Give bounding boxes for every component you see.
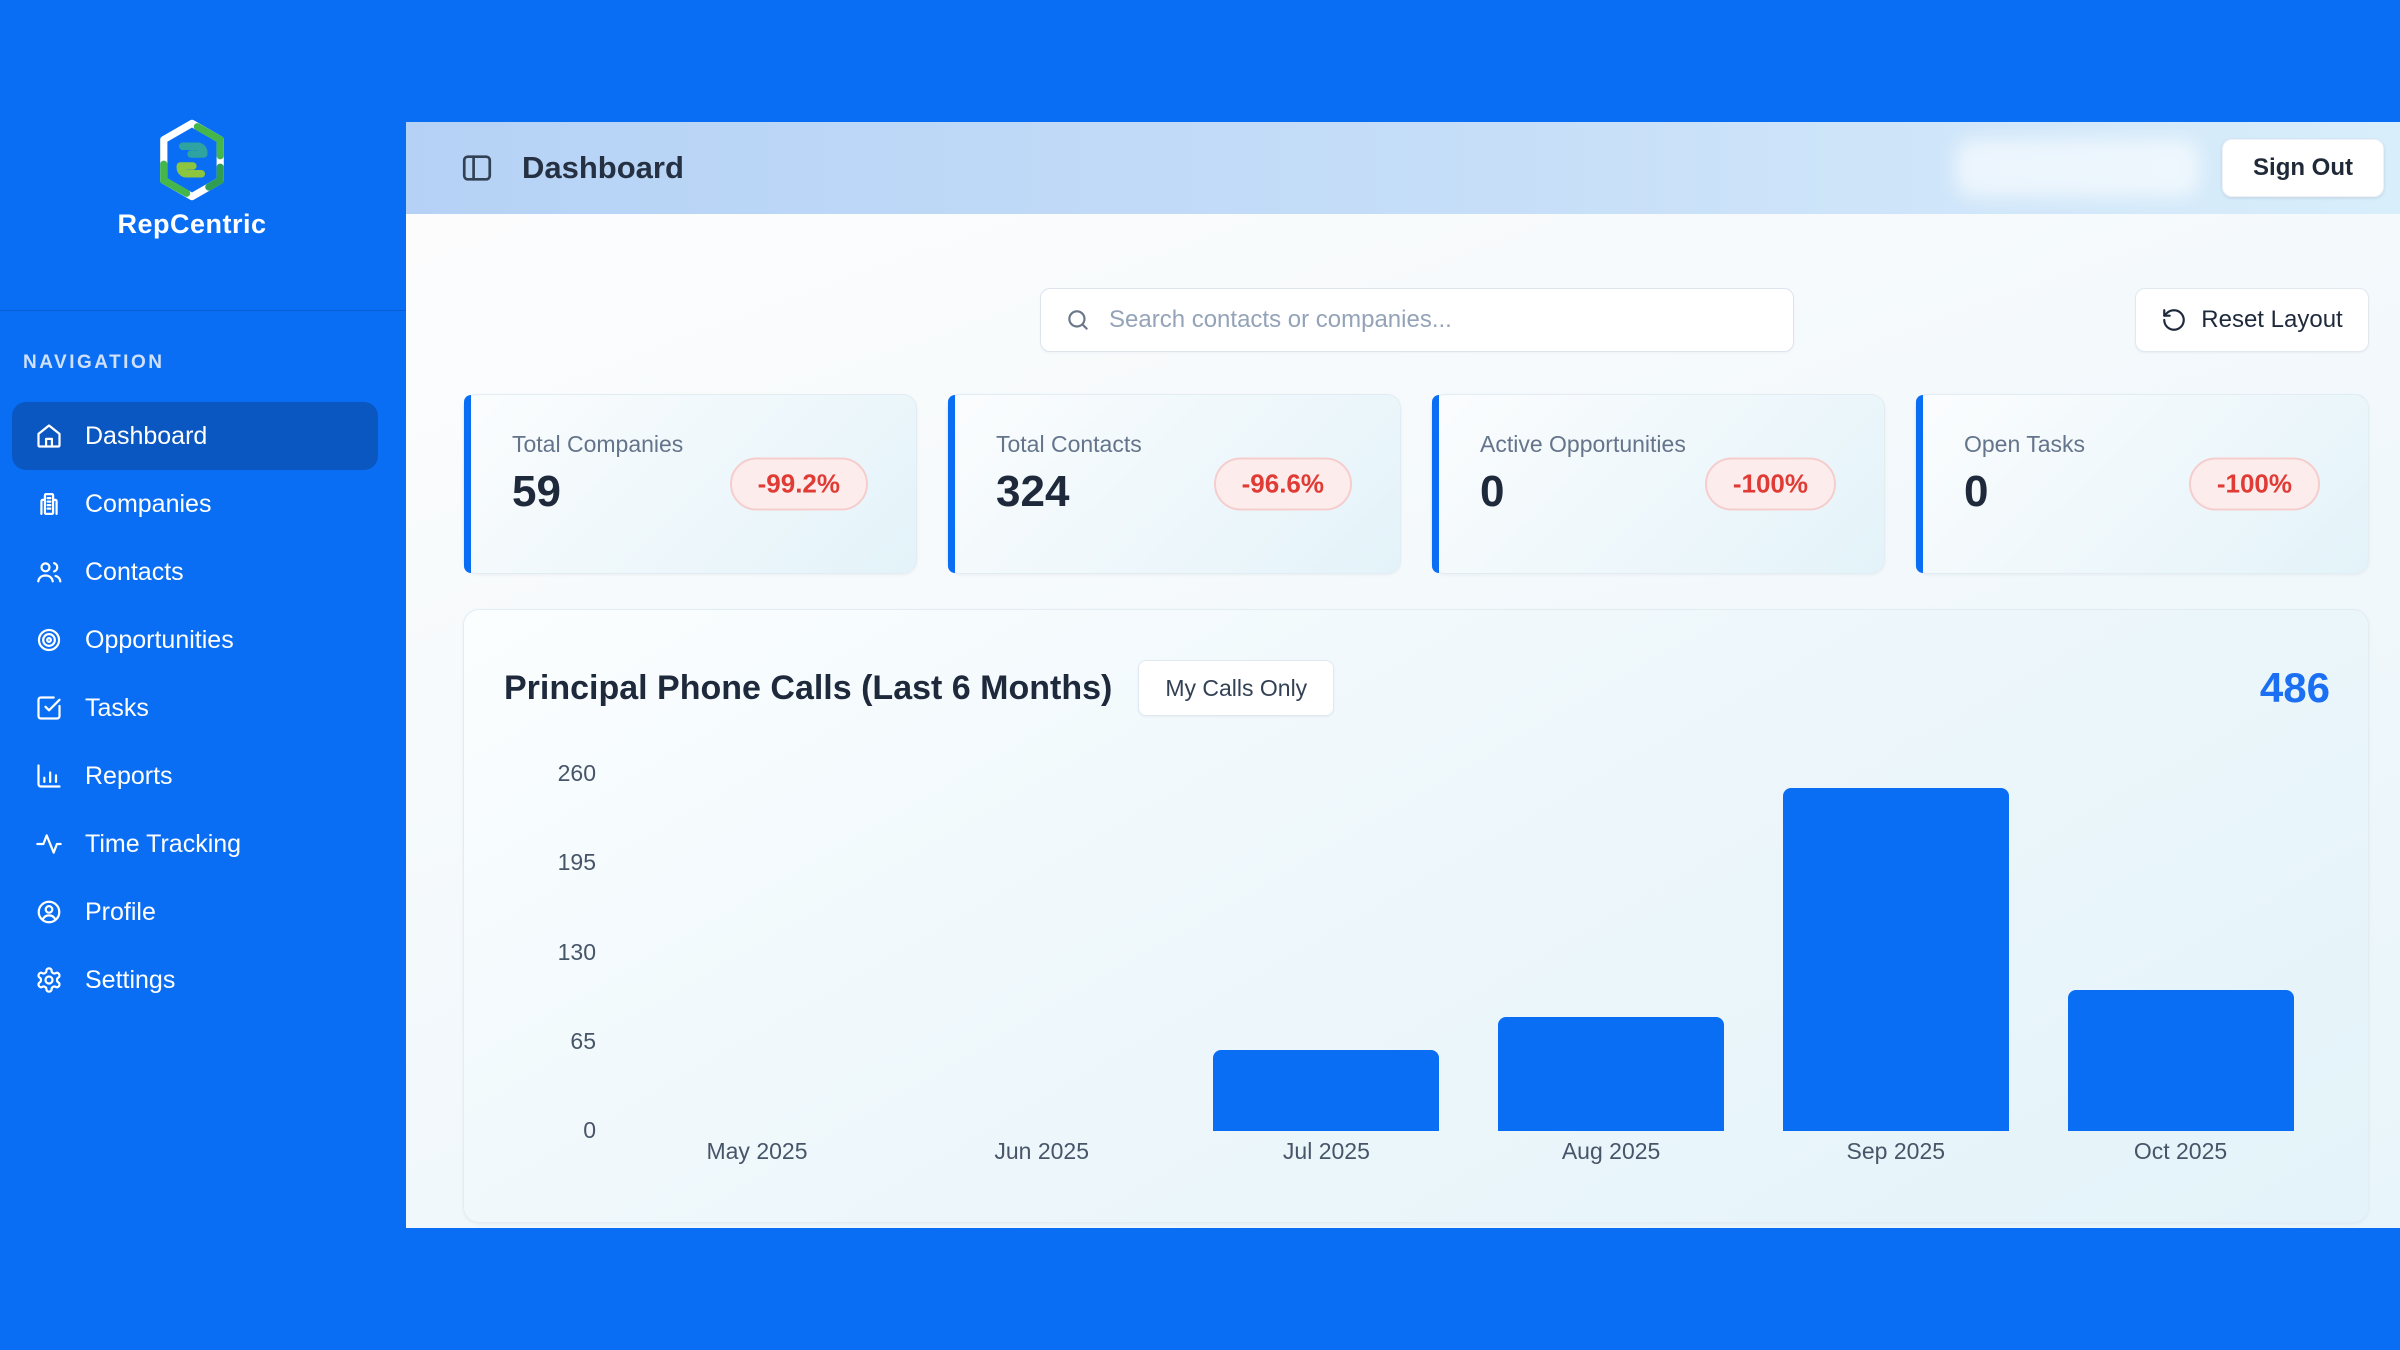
check-square-icon	[35, 694, 63, 722]
sidebar-divider	[0, 310, 406, 311]
stat-value: 59	[512, 467, 561, 516]
brand-logo: RepCentric	[0, 118, 384, 240]
panel-left-toggle-icon[interactable]	[460, 151, 494, 185]
rotate-ccw-icon	[2163, 309, 2186, 331]
reset-layout-label: Reset Layout	[2201, 306, 2343, 333]
stat-card-open-tasks: Open Tasks 0 -100%	[1915, 394, 2369, 574]
sidebar-item-profile[interactable]: Profile	[12, 878, 378, 946]
user-circle-icon	[35, 898, 63, 926]
sidebar-item-companies[interactable]: Companies	[12, 470, 378, 538]
stat-card-accent-bar	[1432, 395, 1439, 573]
activity-icon	[35, 830, 63, 858]
stat-card-active-opportunities: Active Opportunities 0 -100%	[1431, 394, 1885, 574]
sidebar-item-dashboard[interactable]: Dashboard	[12, 402, 378, 470]
my-calls-only-button[interactable]: My Calls Only	[1138, 660, 1335, 716]
brand-name: RepCentric	[117, 209, 267, 239]
bar-chart: 0 65 130 195 260 May 2025 Jun 2025 Jul 2025 Aug …	[464, 610, 2370, 1224]
sidebar-item-reports[interactable]: Reports	[12, 742, 378, 810]
sidebar-item-opportunities[interactable]: Opportunities	[12, 606, 378, 674]
page-header: Dashboard Sign Out	[406, 122, 2400, 214]
y-axis-tick: 195	[557, 849, 596, 876]
sidebar-item-settings[interactable]: Settings	[12, 946, 378, 1014]
sidebar-item-time-tracking[interactable]: Time Tracking	[12, 810, 378, 878]
home-icon	[35, 422, 63, 450]
nav-section-label: NAVIGATION	[23, 352, 165, 373]
sidebar-item-tasks[interactable]: Tasks	[12, 674, 378, 742]
repcentric-hexagon-logo-icon	[160, 119, 224, 201]
y-axis-tick: 130	[557, 938, 596, 965]
stat-change-badge: -99.2%	[729, 457, 868, 511]
stat-label: Total Companies	[512, 431, 684, 457]
x-axis-label: Sep 2025	[1846, 1138, 1946, 1164]
stat-value: 0	[1964, 467, 1989, 516]
bar-oct-2025	[2067, 990, 2294, 1131]
building-icon	[35, 490, 63, 518]
stat-label: Total Contacts	[996, 431, 1142, 457]
x-axis-label: Jul 2025	[1282, 1138, 1370, 1164]
sidebar-item-contacts[interactable]: Contacts	[12, 538, 378, 606]
main-panel: Dashboard Sign Out Reset Layout Total Co…	[406, 122, 2400, 1228]
bar-chart-icon	[35, 762, 63, 790]
sidebar: RepCentric NAVIGATION Dashboard Companie…	[0, 0, 406, 1350]
bar-aug-2025	[1498, 1017, 1725, 1131]
reset-layout-button[interactable]: Reset Layout	[2135, 288, 2369, 352]
stat-card-total-companies: Total Companies 59 -99.2%	[463, 394, 917, 574]
users-icon	[35, 558, 63, 586]
stat-value: 324	[996, 467, 1070, 516]
x-axis-label: Oct 2025	[2133, 1138, 2228, 1164]
bar-sep-2025	[1782, 788, 2009, 1131]
target-icon	[35, 626, 63, 654]
header-right: Sign Out	[1955, 139, 2384, 197]
x-axis-label: May 2025	[706, 1138, 808, 1164]
chart-title: Principal Phone Calls (Last 6 Months)	[504, 668, 1113, 707]
stat-card-accent-bar	[1916, 395, 1923, 573]
chart-header: Principal Phone Calls (Last 6 Months) My…	[464, 660, 2368, 716]
y-axis-tick: 0	[583, 1117, 596, 1143]
stat-card-total-contacts: Total Contacts 324 -96.6%	[947, 394, 1401, 574]
chart-card: 0 65 130 195 260 May 2025 Jun 2025 Jul 2025 Aug …	[463, 609, 2369, 1223]
stat-label: Active Opportunities	[1480, 431, 1686, 457]
page-title: Dashboard	[522, 150, 684, 185]
stat-card-accent-bar	[948, 395, 955, 573]
bar-jul-2025	[1213, 1050, 1440, 1131]
x-axis-label: Aug 2025	[1561, 1138, 1661, 1164]
search-box[interactable]	[1040, 288, 1794, 352]
stat-card-accent-bar	[464, 395, 471, 573]
stat-change-badge: -100%	[2188, 457, 2320, 511]
sign-out-button[interactable]: Sign Out	[2222, 139, 2384, 197]
stat-change-badge: -100%	[1704, 457, 1836, 511]
chart-total-value: 486	[2259, 664, 2330, 711]
stat-label: Open Tasks	[1964, 431, 2086, 457]
user-email-blurred	[1955, 139, 2201, 197]
stat-value: 0	[1480, 467, 1505, 516]
stat-change-badge: -96.6%	[1213, 457, 1352, 511]
x-axis-label: Jun 2025	[994, 1138, 1089, 1164]
y-axis-tick: 260	[557, 760, 596, 786]
sidebar-nav: Dashboard Companies Contacts Opportuniti…	[12, 402, 378, 1014]
stats-row: Total Companies 59 -99.2% Total Contacts…	[463, 394, 2369, 574]
gear-icon	[35, 966, 63, 994]
search-input[interactable]	[1107, 305, 1793, 335]
search-icon	[1068, 310, 1088, 330]
y-axis-tick: 65	[570, 1027, 596, 1054]
